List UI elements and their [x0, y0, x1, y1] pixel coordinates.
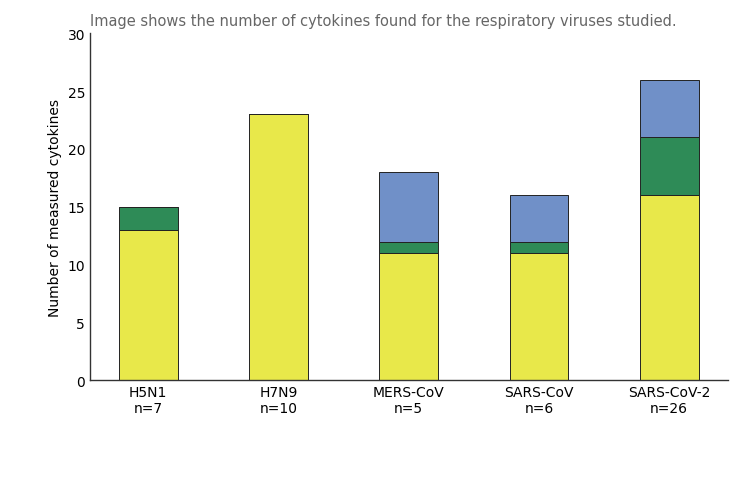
Bar — [380, 173, 438, 242]
Bar — [510, 196, 568, 242]
Bar — [249, 115, 308, 381]
Bar — [119, 207, 178, 230]
Bar — [119, 230, 178, 381]
Bar — [640, 138, 698, 196]
Bar — [380, 254, 438, 381]
Bar — [510, 254, 568, 381]
Y-axis label: Number of measured cytokines: Number of measured cytokines — [48, 99, 62, 316]
Bar — [510, 242, 568, 254]
Text: Image shows the number of cytokines found for the respiratory viruses studied.: Image shows the number of cytokines foun… — [90, 14, 676, 29]
Bar — [640, 196, 698, 381]
Legend: Increased, Mixed, No increase: Increased, Mixed, No increase — [268, 485, 550, 488]
Bar — [640, 81, 698, 138]
Bar — [380, 242, 438, 254]
